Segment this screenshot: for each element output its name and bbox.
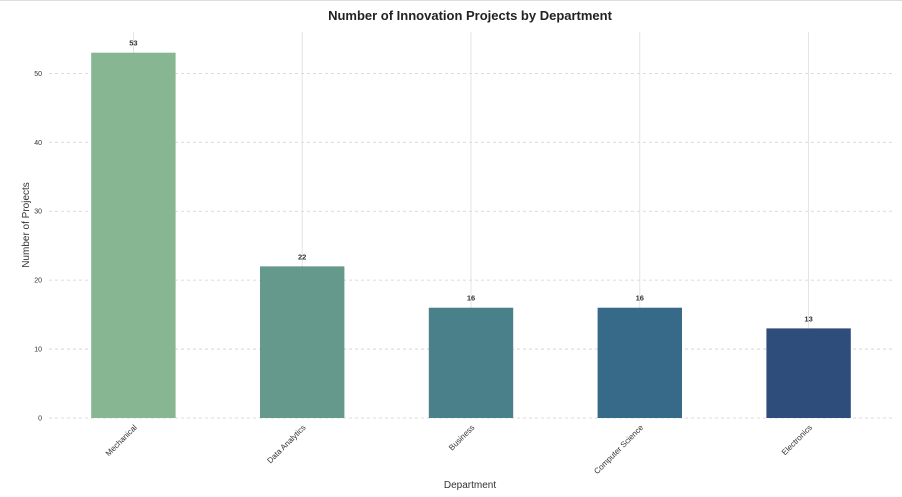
- x-tick-label: Electronics: [780, 423, 814, 457]
- chart-title: Number of Innovation Projects by Departm…: [328, 8, 613, 23]
- bar: [766, 328, 851, 418]
- y-tick-label: 40: [34, 140, 42, 147]
- x-tick-label: Data Analytics: [265, 423, 307, 465]
- bar: [91, 52, 176, 419]
- bars: [91, 52, 851, 419]
- y-tick-label: 20: [34, 278, 42, 285]
- y-axis-label: Number of Projects: [21, 182, 32, 268]
- data-labels: 53 22 16 16 13: [129, 39, 813, 324]
- data-label: 53: [129, 39, 137, 48]
- x-axis-ticks: Mechanical Data Analytics Business Computer…: [104, 423, 814, 476]
- bar: [260, 266, 345, 418]
- y-tick-label: 50: [34, 71, 42, 78]
- y-tick-label: 30: [34, 209, 42, 216]
- x-tick-label: Computer Science: [592, 423, 645, 476]
- top-border: [0, 0, 902, 1]
- bar: [597, 307, 682, 418]
- x-tick-label: Mechanical: [104, 423, 139, 458]
- x-axis-label: Department: [444, 480, 496, 491]
- y-tick-label: 0: [38, 416, 42, 423]
- x-tick-label: Business: [447, 423, 476, 452]
- data-label: 22: [298, 252, 306, 261]
- y-tick-label: 10: [34, 347, 42, 354]
- data-label: 16: [467, 294, 475, 303]
- y-axis-ticks: 0 10 20 30 40 50: [34, 71, 42, 423]
- bar: [428, 307, 514, 418]
- data-label: 13: [804, 314, 812, 323]
- data-label: 16: [636, 294, 644, 303]
